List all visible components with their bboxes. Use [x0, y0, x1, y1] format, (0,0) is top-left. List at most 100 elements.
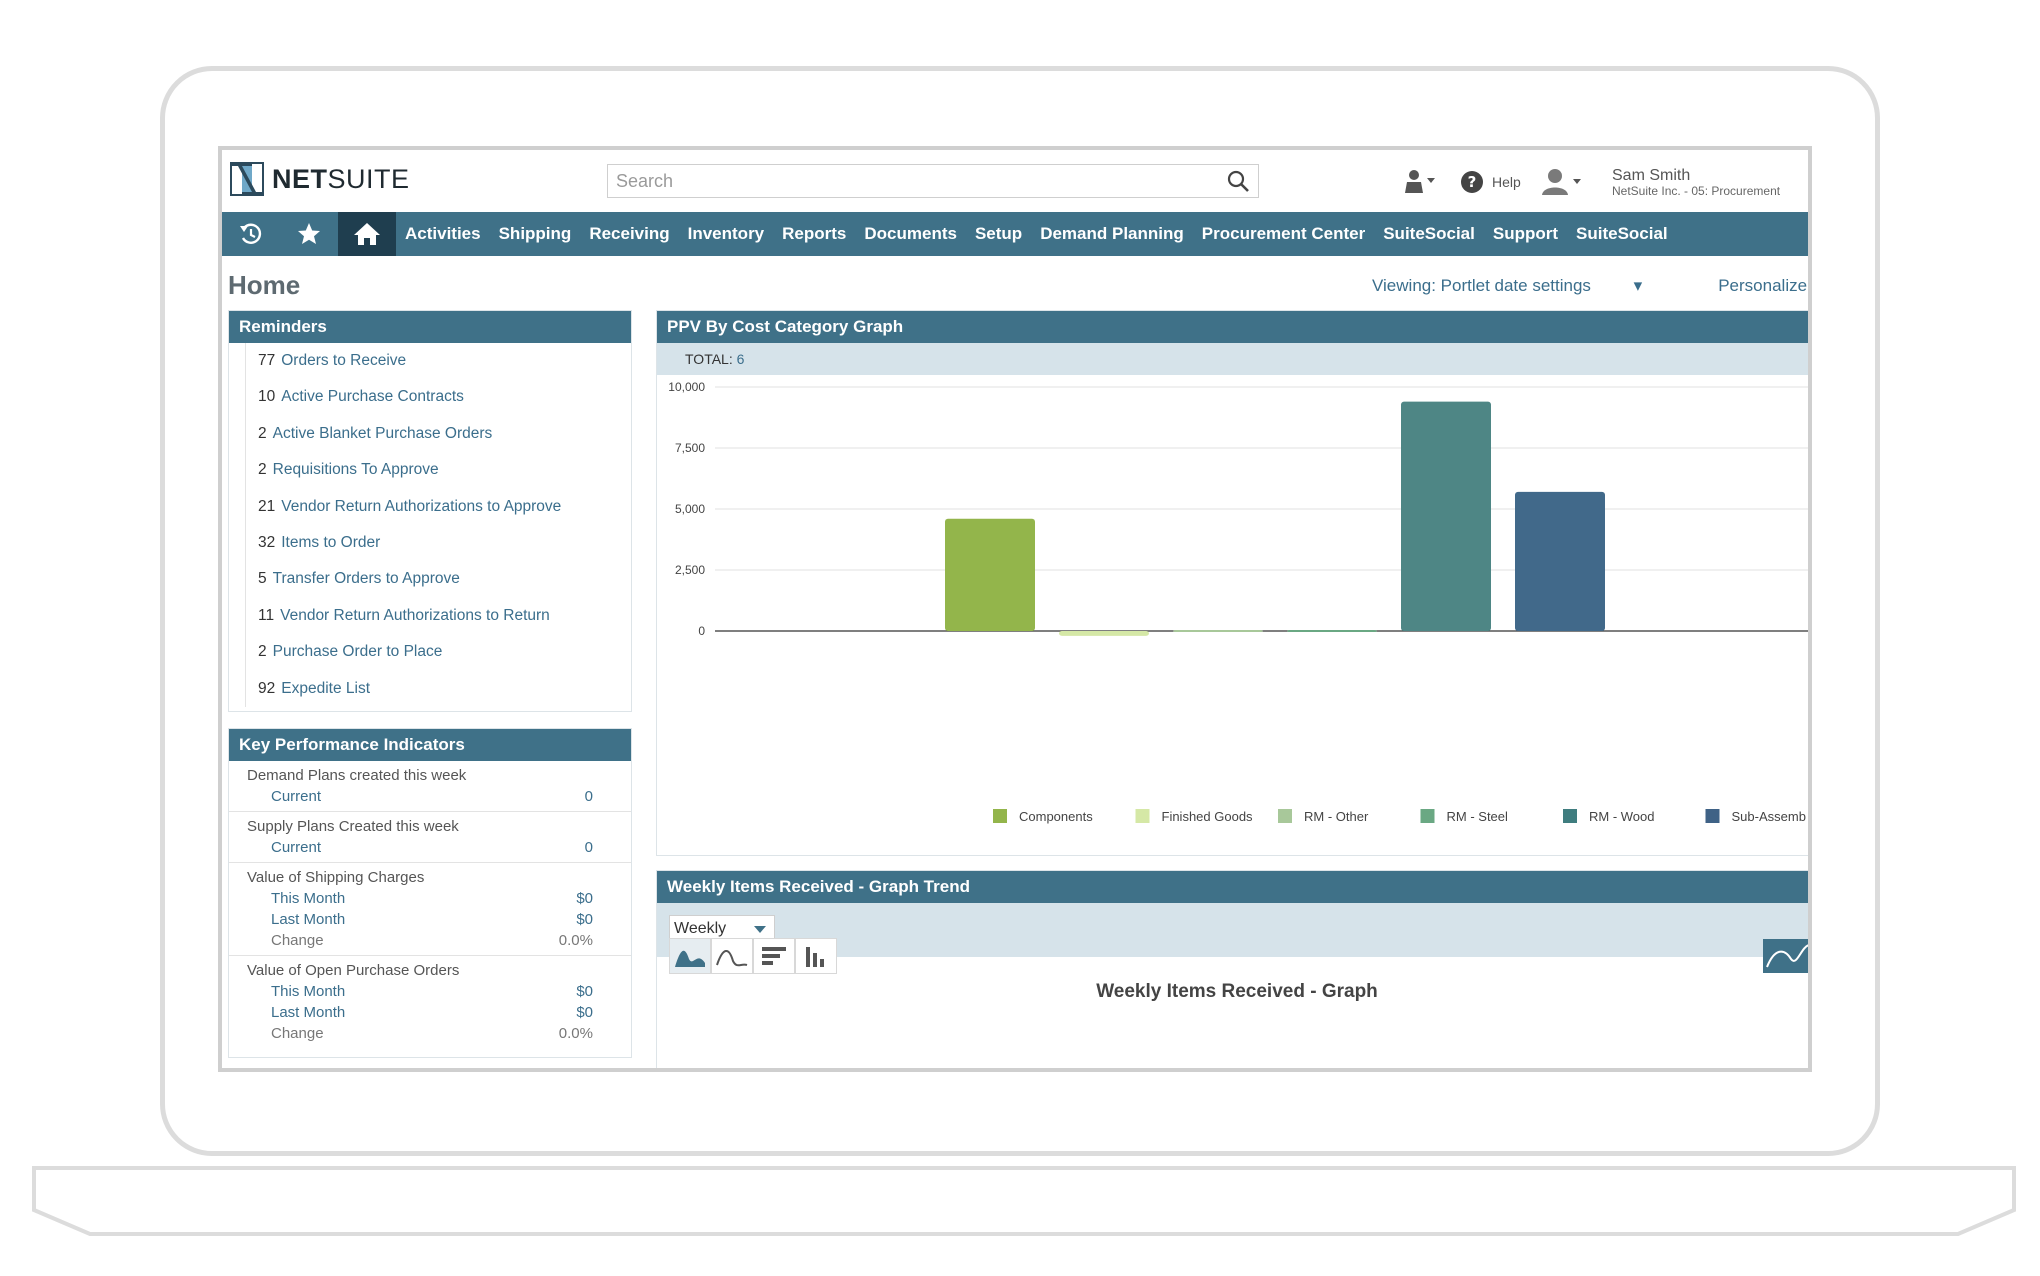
reminder-link[interactable]: Purchase Order to Place	[272, 643, 443, 661]
kpi-period-link[interactable]: Current	[271, 839, 322, 856]
reminder-link[interactable]: Active Blanket Purchase Orders	[272, 424, 493, 442]
kpi-period-link[interactable]: This Month	[271, 890, 346, 907]
trend-graph-icon[interactable]	[1761, 937, 1812, 977]
kpi-portlet: Key Performance Indicators Demand Plans …	[228, 728, 632, 1058]
search-icon[interactable]	[1226, 169, 1250, 193]
nav-inventory[interactable]: Inventory	[687, 224, 765, 243]
nav-support[interactable]: Support	[1492, 224, 1559, 243]
ppv-total: TOTAL: 6	[657, 343, 1808, 375]
logo-text-bold: NET	[272, 163, 328, 194]
reminder-link[interactable]: Requisitions To Approve	[272, 461, 439, 479]
reminder-link[interactable]: Transfer Orders to Approve	[272, 570, 460, 588]
legend-swatch	[1278, 809, 1292, 823]
kpi-value[interactable]: 0	[584, 788, 593, 805]
page-title: Home	[228, 270, 301, 300]
nav-receiving[interactable]: Receiving	[589, 224, 670, 243]
area-chart-button[interactable]	[669, 938, 711, 974]
kpi-change-value: 0.0%	[558, 932, 593, 949]
kpi-period-link[interactable]: Last Month	[271, 1004, 346, 1021]
netsuite-logo[interactable]: NETSUITE	[230, 162, 410, 196]
account-menu-icon[interactable]	[1539, 167, 1583, 197]
user-role: NetSuite Inc. - 05: Procurement	[1612, 184, 1781, 198]
legend-swatch	[1563, 809, 1577, 823]
reminders-list: 77 Orders to Receive 10 Active Purchase Co…	[229, 343, 631, 707]
viewing-settings-link[interactable]: Viewing: Portlet date settings ▾	[1372, 276, 1680, 296]
nav-reports[interactable]: Reports	[782, 224, 847, 243]
reminder-link[interactable]: Active Purchase Contracts	[281, 388, 464, 406]
list-item[interactable]: 77 Orders to Receive	[245, 343, 631, 380]
area-chart-icon	[675, 950, 705, 967]
help-label[interactable]: Help	[1492, 174, 1521, 190]
frequency-value: Weekly	[674, 920, 727, 937]
nav-documents[interactable]: Documents	[864, 224, 957, 243]
user-name: Sam Smith	[1612, 167, 1691, 184]
horizontal-bar-chart-icon	[762, 947, 786, 965]
star-icon	[298, 223, 320, 244]
help-icon[interactable]: ?	[1460, 170, 1484, 194]
legend-swatch	[1420, 809, 1435, 823]
reminder-count: 5	[258, 570, 267, 588]
legend-swatch	[1135, 809, 1150, 823]
kpi-period-link[interactable]: Current	[271, 788, 322, 805]
list-item[interactable]: 2 Active Blanket Purchase Orders	[245, 415, 631, 453]
chart-type-toolbar	[669, 938, 837, 974]
nav-demand-planning[interactable]: Demand Planning	[1040, 224, 1184, 243]
list-item[interactable]: 92 Expedite List	[245, 670, 631, 707]
reminder-link[interactable]: Orders to Receive	[281, 352, 407, 369]
shortcut-person-icon[interactable]	[1402, 167, 1438, 197]
y-tick-label: 5,000	[675, 502, 705, 516]
reminder-link[interactable]: Expedite List	[281, 679, 370, 697]
reminder-count: 2	[258, 424, 267, 442]
favorites-button[interactable]	[280, 212, 338, 256]
nav-procurement-center[interactable]: Procurement Center	[1201, 224, 1366, 243]
list-item[interactable]: 21 Vendor Return Authorizations to Approv…	[245, 488, 631, 525]
ppv-chart: 10,000 7,500 5,000 2,500 0 Components Finished…	[668, 380, 1808, 824]
kpi-row: This Month $0	[247, 981, 631, 1002]
reminder-link[interactable]: Items to Order	[281, 533, 381, 551]
app-screen: NETSUITE ? Help	[218, 146, 1812, 1072]
horizontal-bar-chart-button[interactable]	[753, 938, 795, 974]
kpi-metric-title: Value of Shipping Charges	[247, 869, 425, 886]
reminder-link[interactable]: Vendor Return Authorizations to Approve	[281, 497, 562, 515]
chart-bar	[945, 518, 1035, 631]
personalize-link[interactable]: Personalize ▾	[1718, 276, 1808, 296]
column-chart-button[interactable]	[795, 938, 837, 974]
nav-setup[interactable]: Setup	[974, 224, 1023, 243]
reminder-count: 2	[258, 643, 267, 661]
kpi-value[interactable]: 0	[584, 839, 593, 856]
kpi-change-label: Change	[271, 932, 324, 949]
list-item[interactable]: 11 Vendor Return Authorizations to Return	[245, 597, 631, 635]
kpi-period-link[interactable]: Last Month	[271, 911, 346, 928]
nav-activities[interactable]: Activities	[405, 224, 481, 243]
weekly-toolbar: Weekly	[657, 903, 1808, 957]
kpi-period-link[interactable]: This Month	[271, 983, 346, 1000]
y-tick-label: 0	[698, 624, 705, 638]
line-chart-button[interactable]	[711, 938, 753, 974]
user-info[interactable]: Sam Smith NetSuite Inc. - 05: Procuremen…	[1612, 167, 1781, 199]
list-item[interactable]: 10 Active Purchase Contracts	[245, 379, 631, 416]
list-item[interactable]: 2 Purchase Order to Place	[245, 634, 631, 671]
list-item[interactable]: 32 Items to Order	[245, 524, 631, 562]
personalize-label: Personalize	[1718, 276, 1808, 295]
nav-suitesocial[interactable]: SuiteSocial	[1383, 224, 1475, 243]
list-item[interactable]: 5 Transfer Orders to Approve	[245, 561, 631, 598]
reminder-count: 32	[258, 533, 276, 551]
search-input[interactable]	[614, 165, 1178, 197]
nav-suitesocial-2[interactable]: SuiteSocial	[1576, 224, 1668, 243]
svg-text:?: ?	[1468, 173, 1477, 191]
home-button[interactable]	[338, 212, 396, 256]
kpi-value[interactable]: $0	[576, 983, 593, 1000]
kpi-value[interactable]: $0	[576, 911, 593, 928]
nav-shipping[interactable]: Shipping	[498, 224, 572, 243]
chevron-down-icon: ▾	[1633, 276, 1643, 295]
kpi-row: Last Month $0	[247, 909, 631, 930]
kpi-group: Demand Plans created this week Current 0	[229, 761, 631, 812]
line-chart-icon	[716, 950, 748, 967]
home-icon	[354, 223, 380, 245]
kpi-value[interactable]: $0	[576, 890, 593, 907]
reminder-link[interactable]: Vendor Return Authorizations to Return	[280, 606, 550, 624]
kpi-value[interactable]: $0	[576, 1004, 593, 1021]
recent-records-button[interactable]	[222, 212, 280, 256]
kpi-row: Last Month $0	[247, 1002, 631, 1023]
list-item[interactable]: 2 Requisitions To Approve	[245, 452, 631, 489]
